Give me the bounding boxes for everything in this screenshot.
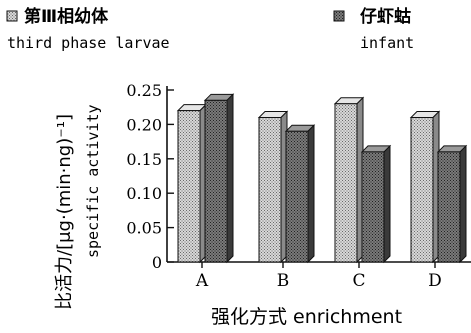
bar-B-series1 <box>257 110 289 264</box>
y-axis-label-cn: 比活力/[μg·(min·ng)⁻¹] <box>54 114 75 310</box>
bar-front-face <box>437 151 461 263</box>
bar-side-face <box>226 93 234 264</box>
y-tick-label: 0.25 <box>126 81 162 100</box>
legend-swatch-series1 <box>6 10 18 22</box>
bar-front-face <box>410 117 434 263</box>
legend-swatch-series2 <box>333 10 345 22</box>
legend-label-series1-en: third phase larvae <box>7 34 170 52</box>
bar-front-face <box>177 110 201 263</box>
bars <box>176 93 468 264</box>
bar-front-face <box>258 117 282 263</box>
x-tick-label: A <box>195 271 209 291</box>
bar-C-series2 <box>360 144 392 264</box>
x-axis-title: 强化方式 enrichment <box>211 306 402 328</box>
y-axis-title: 比活力/[μg·(min·ng)⁻¹] specific activity <box>54 104 102 310</box>
x-tick-label: C <box>352 271 365 291</box>
bar-front-face <box>285 130 309 263</box>
bar-D-series2 <box>436 144 468 264</box>
legend-label-series1: 第Ⅲ相幼体 <box>24 6 109 27</box>
x-tick-label: B <box>277 271 290 291</box>
y-ticks: 0 0.05 0.10 0.15 0.20 0.25 <box>126 81 174 272</box>
y-axis-label-en: specific activity <box>84 104 102 258</box>
x-tick-label: D <box>428 271 442 291</box>
bar-A-series2 <box>203 93 235 264</box>
bar-side-face <box>383 144 391 264</box>
x-ticks: A B C D <box>195 262 442 291</box>
bar-D-series1 <box>409 110 441 264</box>
y-tick-label: 0.20 <box>126 115 162 134</box>
y-tick-label: 0.15 <box>126 150 162 169</box>
bar-front-face <box>204 99 228 263</box>
bar-side-face <box>459 144 467 264</box>
y-tick-label: 0 <box>152 253 162 272</box>
bar-C-series1 <box>333 96 365 264</box>
legend-label-series2: 仔虾蛄 <box>360 6 411 27</box>
y-tick-label: 0.10 <box>126 184 162 203</box>
bar-front-face <box>334 103 358 263</box>
legend: 第Ⅲ相幼体 third phase larvae 仔虾蛄 infant <box>6 6 414 52</box>
bar-A-series1 <box>176 103 208 264</box>
y-tick-label: 0.05 <box>126 219 162 238</box>
bar-side-face <box>307 124 315 264</box>
bar-front-face <box>361 151 385 263</box>
legend-label-series2-en: infant <box>360 34 414 52</box>
bar-B-series2 <box>284 124 316 264</box>
